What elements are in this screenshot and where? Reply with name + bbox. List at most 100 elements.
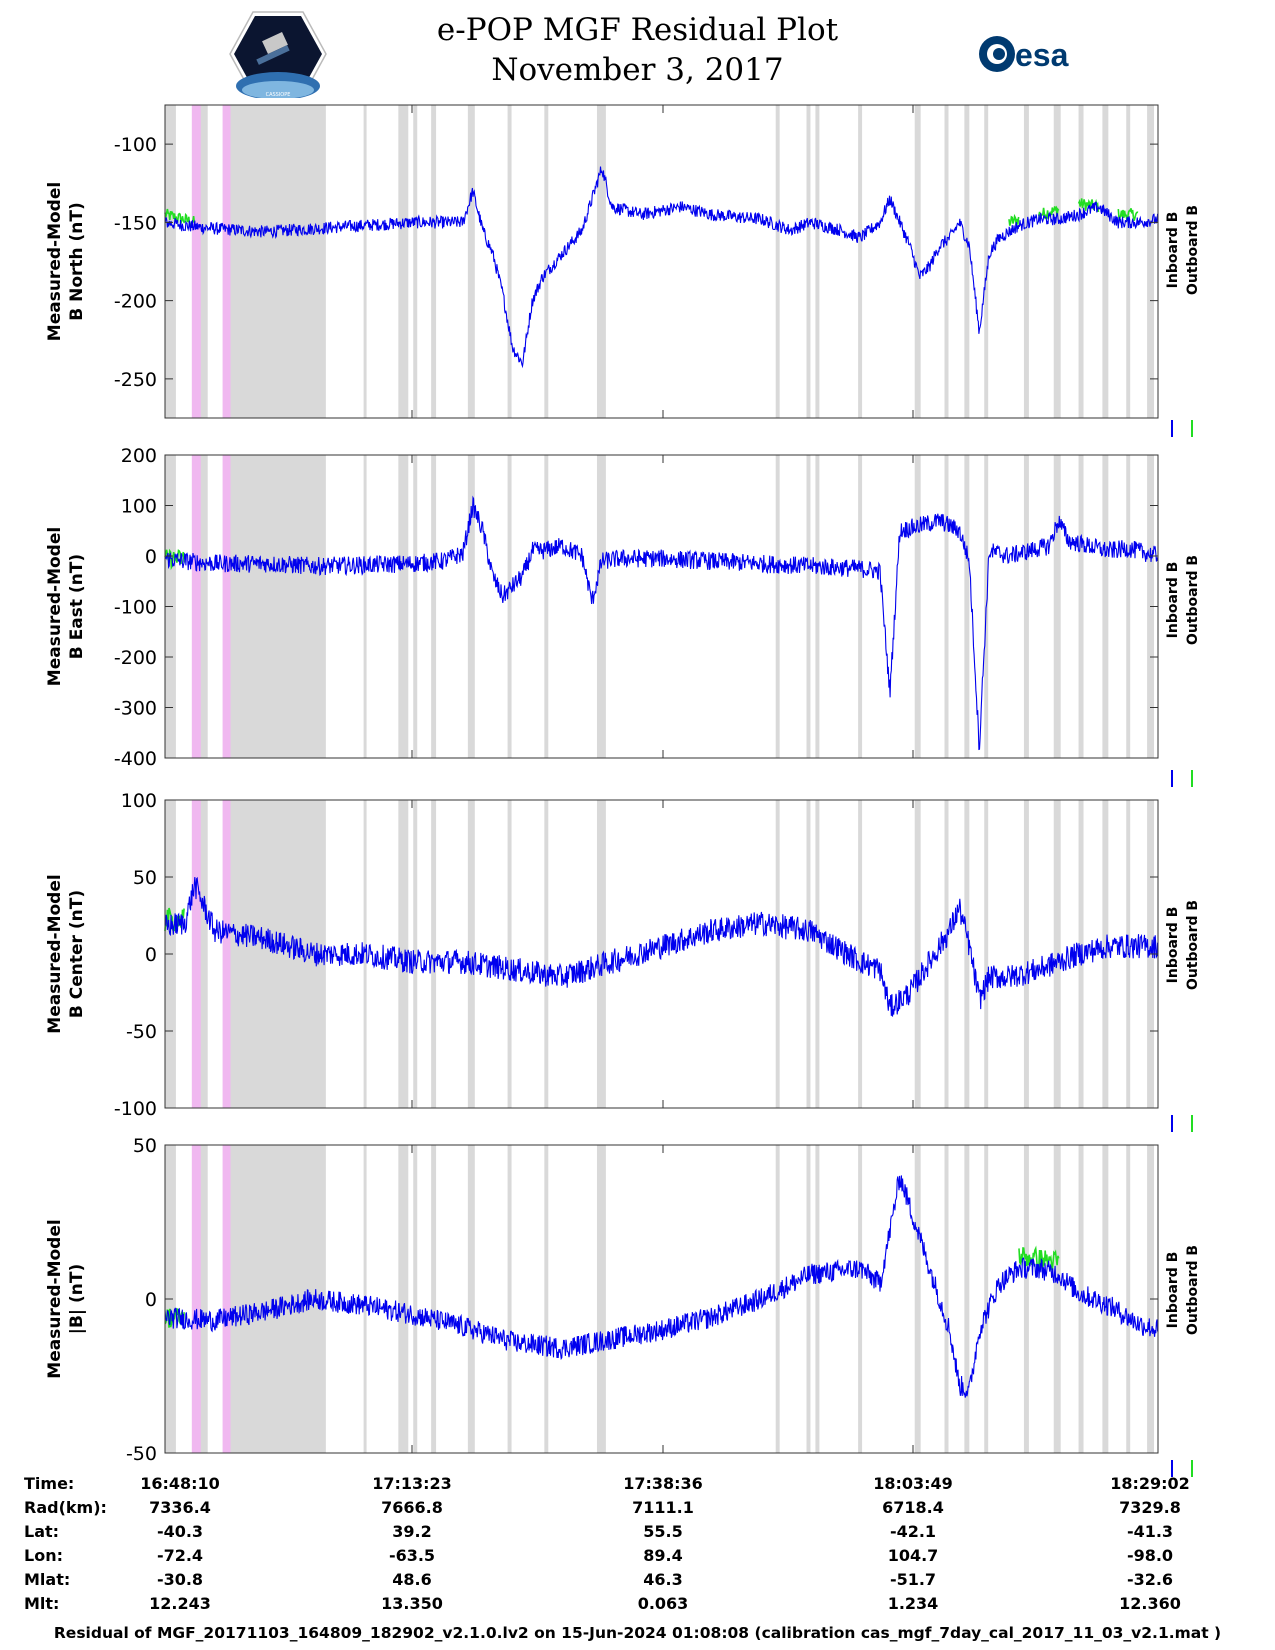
data-gap-band-magenta	[191, 1145, 201, 1453]
legend-label-inboard: Inboard B	[1165, 562, 1181, 639]
data-gap-band	[984, 1145, 989, 1453]
esa-logo-text: esa	[1015, 37, 1069, 73]
data-gap-band	[775, 105, 780, 418]
x-info-value: -32.6	[1127, 1570, 1173, 1589]
data-gap-band	[944, 455, 949, 758]
x-tick-label: 17:38:36	[623, 1474, 703, 1493]
x-info-value: 48.6	[392, 1570, 431, 1589]
y-tick-label: -100	[114, 134, 157, 156]
data-gap-band	[363, 800, 367, 1108]
data-gap-band	[431, 455, 437, 758]
panel-1: -100 -150 -200 -250 Measured-Model B North (n…	[45, 104, 1201, 437]
y-axis-label-line2: B North (nT)	[67, 202, 87, 321]
x-info-value: -63.5	[389, 1546, 435, 1565]
legend-label-outboard: Outboard B	[1185, 205, 1201, 295]
data-gap-band-magenta	[222, 105, 231, 418]
x-info-value: 13.350	[381, 1594, 443, 1613]
data-gap-band	[596, 1145, 606, 1453]
x-info-value: 46.3	[643, 1570, 682, 1589]
series-outboard-b	[1008, 213, 1020, 226]
y-axis-label-line1: Measured-Model	[45, 527, 65, 686]
y-axis-label-line1: Measured-Model	[45, 874, 65, 1033]
data-gap-band	[1078, 800, 1084, 1108]
footer-caption: Residual of MGF_20171103_164809_182902_v…	[53, 1624, 1222, 1642]
data-gap-band	[815, 800, 820, 1108]
x-info-value: -40.3	[157, 1522, 203, 1541]
y-axis-label-line1: Measured-Model	[45, 1219, 65, 1378]
data-gap-band	[1147, 105, 1155, 418]
x-info-value: 7336.4	[149, 1498, 211, 1517]
data-gap-band	[507, 800, 512, 1108]
y-tick-label: 100	[121, 790, 157, 812]
data-gap-band	[413, 1145, 418, 1453]
data-gap-band	[806, 105, 811, 418]
data-gap-band	[806, 1145, 811, 1453]
data-gap-band	[1078, 105, 1084, 418]
data-gap-band	[914, 105, 921, 418]
data-gap-band	[544, 455, 549, 758]
y-tick-label: 200	[121, 445, 157, 467]
x-info-value: -98.0	[1127, 1546, 1173, 1565]
data-gap-band	[596, 105, 606, 418]
data-gap-band	[964, 105, 970, 418]
data-gap-band	[398, 1145, 409, 1453]
data-gap-band	[226, 800, 326, 1108]
x-info-row-label: Mlt:	[24, 1594, 59, 1613]
data-gap-band	[815, 455, 820, 758]
y-tick-label: 0	[145, 546, 157, 568]
data-gap-band	[1126, 455, 1131, 758]
data-gap-band	[413, 105, 418, 418]
data-gap-band	[1102, 1145, 1109, 1453]
y-tick-label: -100	[114, 597, 157, 619]
data-gap-band	[775, 800, 780, 1108]
data-gap-band	[1078, 1145, 1084, 1453]
data-gap-band	[431, 1145, 437, 1453]
y-axis-label-line2: |B| (nT)	[67, 1264, 87, 1335]
y-tick-label: -200	[114, 291, 157, 313]
legend: Inboard B Outboard B	[1165, 1245, 1201, 1477]
legend-label-outboard: Outboard B	[1185, 900, 1201, 990]
legend-label-outboard: Outboard B	[1185, 555, 1201, 645]
y-tick-label: -100	[114, 1098, 157, 1120]
legend-label-inboard: Inboard B	[1165, 1252, 1181, 1329]
data-gap-band	[815, 1145, 820, 1453]
data-gap-band	[1078, 455, 1084, 758]
data-gap-band	[1023, 455, 1029, 758]
data-gap-band-magenta	[222, 800, 231, 1108]
data-gap-band-magenta	[191, 105, 201, 418]
x-info-table: Time: 16:48:10 17:13:23 17:38:36 18:03:49 18:…	[24, 1474, 1190, 1613]
x-info-value: 1.234	[888, 1594, 939, 1613]
legend-label-inboard: Inboard B	[1165, 212, 1181, 289]
data-gap-band	[1023, 105, 1029, 418]
cassiope-logo-text: CASSIOPE	[266, 92, 291, 98]
legend: Inboard B Outboard B	[1165, 555, 1201, 787]
data-gap-band-magenta	[222, 455, 231, 758]
data-gap-band	[507, 1145, 512, 1453]
y-tick-label: -150	[114, 212, 157, 234]
legend-label-outboard: Outboard B	[1185, 1245, 1201, 1335]
y-tick-label: -250	[114, 369, 157, 391]
y-tick-label: -200	[114, 647, 157, 669]
data-gap-band	[944, 1145, 949, 1453]
esa-logo: esa	[979, 36, 1069, 73]
y-tick-label: -50	[126, 1021, 157, 1043]
data-gap-band-magenta	[222, 1145, 231, 1453]
data-gap-band	[467, 105, 475, 418]
data-gap-band	[914, 1145, 921, 1453]
x-tick-label: 18:03:49	[873, 1474, 953, 1493]
x-info-value: 6718.4	[882, 1498, 944, 1517]
data-gap-band	[199, 455, 208, 758]
x-info-row-label: Rad(km):	[24, 1498, 107, 1517]
x-info-value: 39.2	[392, 1522, 431, 1541]
data-gap-band	[1102, 455, 1109, 758]
data-gap-band	[1023, 1145, 1029, 1453]
data-gap-band	[413, 800, 418, 1108]
x-info-value: -51.7	[890, 1570, 936, 1589]
y-axis-label-line2: B Center (nT)	[67, 890, 87, 1018]
data-gap-band	[775, 455, 780, 758]
data-gap-band	[544, 1145, 549, 1453]
y-tick-label: 50	[133, 1135, 157, 1157]
data-gap-band	[467, 1145, 475, 1453]
data-gap-band	[914, 455, 921, 758]
legend: Inboard B Outboard B	[1165, 205, 1201, 437]
